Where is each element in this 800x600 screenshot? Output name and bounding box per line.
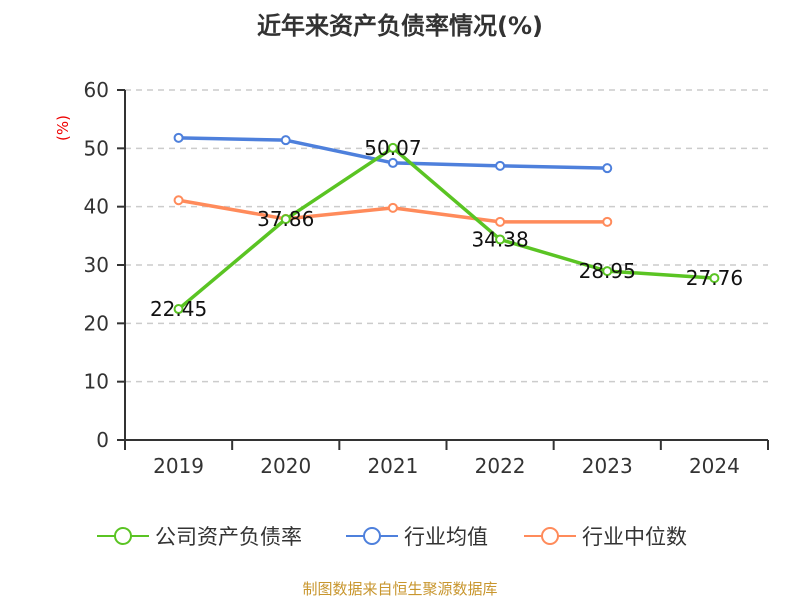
data-point[interactable] [495,160,506,171]
legend-line-circle-icon [524,527,576,545]
y-tick-label: 10 [84,370,109,394]
data-label: 50.07 [364,136,421,160]
data-point[interactable] [495,216,506,227]
data-point[interactable] [602,163,613,174]
legend-item-company[interactable]: 公司资产负债率 [97,519,302,553]
data-source-note: 制图数据来自恒生聚源数据库 [302,580,498,598]
y-tick-label: 40 [84,195,109,219]
data-label: 27.76 [686,266,743,290]
data-label: 22.45 [150,297,207,321]
y-tick-label: 60 [84,78,109,102]
data-point[interactable] [387,157,398,168]
data-point[interactable] [387,202,398,213]
data-point[interactable] [387,142,398,153]
legend-line-circle-icon [97,527,149,545]
y-axis-unit: (%) [54,115,72,141]
data-label: 37.86 [257,207,314,231]
data-point[interactable] [173,132,184,143]
data-point[interactable] [495,234,506,245]
x-tick-label: 2024 [689,454,740,478]
data-point[interactable] [173,304,184,315]
data-point[interactable] [280,135,291,146]
legend-label: 公司资产负债率 [155,525,302,549]
legend-label: 行业中位数 [582,525,687,549]
chart-title: 近年来资产负债率情况(%) [257,12,543,40]
x-tick-label: 2020 [260,454,311,478]
data-point[interactable] [709,273,720,284]
y-tick-label: 20 [84,311,109,335]
x-tick-label: 2023 [582,454,633,478]
data-point[interactable] [280,214,291,225]
data-point[interactable] [173,195,184,206]
legend-item-industry-mean[interactable]: 行业均值 [346,519,488,553]
x-tick-label: 2022 [475,454,526,478]
y-tick-label: 0 [96,428,109,452]
x-tick-label: 2019 [153,454,204,478]
series-line [177,146,715,311]
data-point[interactable] [602,216,613,227]
legend-line-circle-icon [346,527,398,545]
data-point[interactable] [602,266,613,277]
legend-label: 行业均值 [404,525,488,549]
y-tick-label: 30 [84,253,109,277]
data-label: 34.38 [471,227,528,251]
data-label: 28.95 [579,259,636,283]
legend-item-industry-median[interactable]: 行业中位数 [524,519,687,553]
y-tick-label: 50 [84,136,109,160]
x-tick-label: 2021 [367,454,418,478]
legend: 公司资产负债率 行业均值 行业中位数 [0,519,800,553]
